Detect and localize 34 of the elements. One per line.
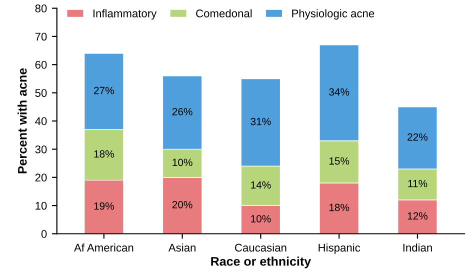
x-tick-label: Af American: [74, 243, 134, 252]
data-label: 18%: [329, 204, 350, 212]
y-tick-label: 20: [35, 174, 47, 182]
y-tick-label: 10: [36, 202, 47, 210]
y-tick-label: 70: [35, 32, 47, 41]
x-tick-label: Caucasian: [235, 243, 286, 252]
data-label: 34%: [329, 88, 350, 96]
x-tick-label: Asian: [168, 243, 196, 252]
data-label: 15%: [329, 157, 350, 165]
data-label: 10%: [172, 158, 192, 166]
data-label: 26%: [172, 108, 192, 116]
legend-label: Comedonal: [196, 9, 252, 18]
y-tick-label: 0: [41, 230, 47, 238]
legend-label: Physiologic acne: [292, 9, 374, 20]
legend-label: Inflammatory: [93, 9, 157, 20]
data-label: 14%: [251, 181, 271, 189]
x-tick-label: Indian: [403, 243, 432, 252]
data-label: 18%: [94, 150, 114, 158]
data-label: 31%: [250, 118, 271, 126]
y-axis-title: Percent with acne: [18, 68, 27, 174]
data-label: 10%: [251, 215, 271, 222]
data-label: 27%: [94, 86, 114, 94]
data-label: 11%: [408, 180, 428, 188]
y-tick-label: 60: [35, 60, 47, 69]
y-tick-label: 30: [35, 145, 47, 154]
y-tick-label: 40: [35, 117, 47, 126]
y-tick-label: 50: [35, 89, 47, 97]
x-tick-label: Hispanic: [318, 243, 360, 254]
data-label: 19%: [94, 202, 114, 210]
x-axis-title: Race or ethnicity: [211, 256, 311, 268]
data-label: 22%: [408, 133, 428, 141]
data-label: 20%: [172, 200, 192, 208]
y-tick-label: 80: [35, 4, 47, 12]
data-label: 12%: [408, 212, 428, 220]
